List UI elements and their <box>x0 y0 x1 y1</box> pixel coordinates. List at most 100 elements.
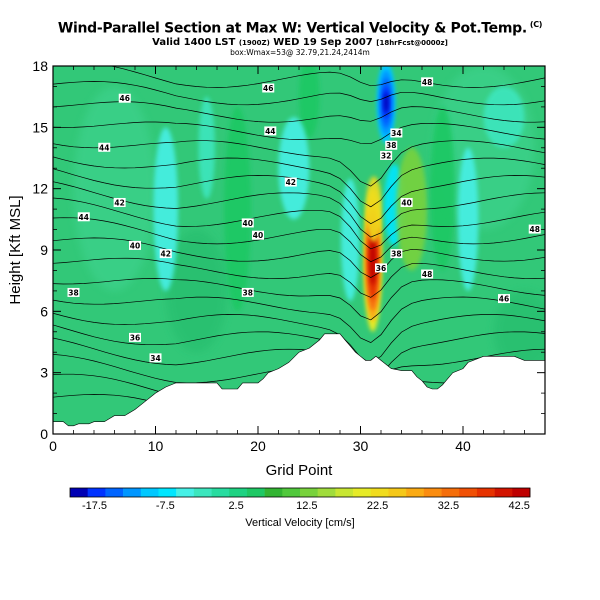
isentrope-label-text: 38 <box>386 141 396 150</box>
colorbar: -17.5 -7.5 2.5 12.5 22.5 32.5 42.5 <box>69 487 531 512</box>
isentrope-label-bg <box>284 177 297 187</box>
isentrope-line <box>53 257 545 298</box>
valid-prefix: Valid 1400 LST <box>152 37 236 48</box>
isentrope-label-text: 40 <box>130 241 140 250</box>
isentrope-label-text: 40 <box>401 198 411 207</box>
colorbar-tick-label: 42.5 <box>508 500 529 512</box>
updraft-far-right <box>430 106 455 271</box>
isentrope-line <box>53 121 545 145</box>
updraft-mid <box>224 106 251 312</box>
isentrope-label-text: 40 <box>243 219 253 228</box>
isentrope-label-text: 34 <box>150 354 160 363</box>
y-tick-label: 0 <box>40 426 48 442</box>
isentrope-label-bg <box>390 249 403 259</box>
isentrope-label-text: 42 <box>286 178 296 187</box>
colorbar-swatch <box>87 488 106 497</box>
x-tick-label: 30 <box>353 438 369 454</box>
isentrope-line <box>53 278 545 321</box>
field-variation <box>73 86 156 291</box>
isentrope-label-bg <box>421 269 434 279</box>
isentrope-label-bg <box>421 77 434 87</box>
colorbar-swatch <box>335 488 354 497</box>
colorbar-tick-label: -17.5 <box>82 500 107 512</box>
isentrope-label-bg <box>264 126 277 136</box>
isentrope-label: 32 <box>380 150 393 160</box>
colorbar-tick-label: -7.5 <box>156 500 175 512</box>
isentrope-label: 44 <box>77 212 90 222</box>
updraft-right <box>396 147 428 271</box>
isentrope-label: 48 <box>421 77 434 87</box>
x-tick-label: 0 <box>49 438 57 454</box>
isentrope-label-bg <box>129 332 141 342</box>
colorbar-tick-label: 2.5 <box>228 500 243 512</box>
isentrope-label: 42 <box>113 197 126 207</box>
colorbar-swatch <box>317 488 336 497</box>
y-tick-label: 9 <box>40 242 48 258</box>
chart-location-line: box:Wmax=53@ 32.79,21.24,2414m <box>230 48 370 57</box>
downdraft-upper <box>383 92 389 114</box>
colorbar-swatch <box>229 488 248 497</box>
isentrope-line <box>53 156 545 208</box>
isentrope-label: 36 <box>129 332 141 342</box>
colorbar-swatch <box>282 488 301 497</box>
y-axis-label: Height [Kft MSL] <box>7 195 24 304</box>
colorbar-swatch <box>264 488 283 497</box>
x-tick-label: 10 <box>148 438 164 454</box>
isentrope-labels: 34 36 38 40 42 44 46 48 38 40 42 44 46 48 32 34 36 38 40 38… <box>67 77 541 363</box>
isentrope-label: 36 <box>375 263 387 273</box>
isentrope-label-bg <box>77 212 90 222</box>
colorbar-swatch <box>105 488 124 497</box>
isentrope-label-bg <box>241 218 254 228</box>
y-tick-label: 18 <box>32 58 48 74</box>
isentrope-label-bg <box>528 224 541 234</box>
isentrope-label-text: 32 <box>381 151 391 160</box>
colorbar-swatch <box>406 488 425 497</box>
isentrope-label-text: 44 <box>99 143 109 152</box>
isentrope-label: 40 <box>400 197 413 207</box>
isentrope-label-bg <box>498 294 510 304</box>
valid-date: WED 19 Sep 2007 <box>273 37 373 48</box>
isentrope-label-text: 46 <box>263 84 273 93</box>
isentrope-label-bg <box>113 197 126 207</box>
isentrope-label-text: 36 <box>130 333 140 342</box>
terrain-mask <box>53 333 545 434</box>
isentrope-label-bg <box>67 287 80 297</box>
isentrope-line <box>53 140 545 187</box>
isentrope-label: 34 <box>149 353 162 363</box>
isentrope-line <box>53 168 545 225</box>
valid-utc: (1900Z) <box>238 39 270 47</box>
isentrope-label: 34 <box>390 128 403 138</box>
isentrope-line <box>53 101 545 123</box>
isentrope-label-bg <box>159 249 172 259</box>
isentrope-line <box>53 217 545 263</box>
isentrope-line <box>53 197 545 250</box>
colorbar-swatch <box>123 488 142 497</box>
terrain <box>53 333 545 434</box>
chart-title: Wind-Parallel Section at Max W: Vertical… <box>0 20 600 37</box>
colorbar-swatch <box>300 488 318 497</box>
colorbar-swatch <box>193 488 212 497</box>
isentrope-label: 42 <box>159 249 172 259</box>
isentrope-label-text: 38 <box>68 288 78 297</box>
isentrope-label: 48 <box>528 224 541 234</box>
isentrope-label: 40 <box>129 240 141 250</box>
isentrope-label: 38 <box>385 140 398 150</box>
isentrope-label-text: 46 <box>499 295 509 304</box>
isentrope-label-text: 42 <box>114 198 124 207</box>
isentrope-label-bg <box>375 263 387 273</box>
isentrope-label-bg <box>380 150 393 160</box>
isentrope-label-text: 34 <box>391 129 401 138</box>
isentrope-line <box>53 296 545 344</box>
isentrope-label-bg <box>385 140 398 150</box>
isentrope-label: 38 <box>67 287 80 297</box>
colorbar-swatch <box>494 488 513 497</box>
chart-title-main: Wind-Parallel Section at Max W: Vertical… <box>57 20 527 37</box>
colorbar-swatch <box>370 488 389 497</box>
isentrope-label-text: 48 <box>530 225 540 234</box>
isentrope-label: 48 <box>421 269 434 279</box>
isentrope-label-bg <box>262 83 275 93</box>
downdraft-cyan3 <box>198 96 215 199</box>
downdraft-cyan5 <box>483 86 525 148</box>
colorbar-swatch <box>70 488 88 497</box>
